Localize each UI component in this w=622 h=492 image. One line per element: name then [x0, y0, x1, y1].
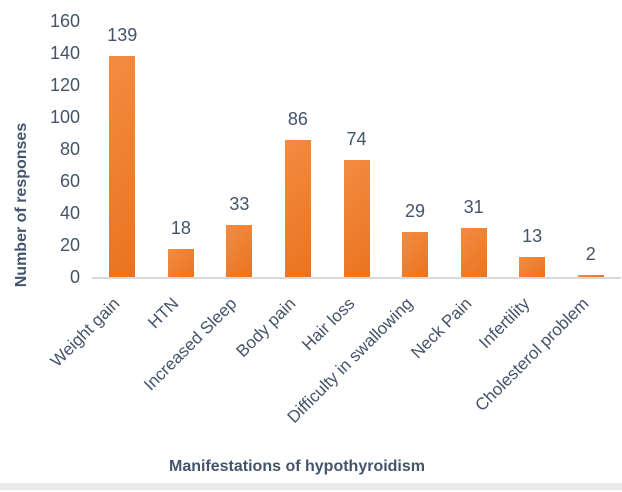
bar-value-label: 33 [229, 194, 250, 215]
bar-value-label: 31 [463, 197, 484, 218]
bar [167, 249, 194, 278]
bar-value-label: 18 [170, 218, 191, 239]
bar [402, 231, 429, 278]
bar [519, 257, 546, 278]
y-tick-label: 120 [49, 75, 80, 95]
bar-value-label: 74 [346, 128, 367, 149]
y-tick-label: 60 [59, 171, 80, 191]
y-tick-label: 20 [59, 235, 80, 255]
bar-value-label: 2 [585, 243, 596, 264]
bar-value-label: 13 [522, 226, 543, 247]
bar-value-label: 29 [405, 200, 426, 221]
y-tick-label: 100 [49, 107, 80, 127]
y-tick-label: 160 [49, 11, 80, 31]
y-tick-label: 140 [49, 43, 80, 63]
bar-value-label: 139 [107, 24, 138, 45]
bar [226, 225, 253, 278]
y-tick-label: 0 [69, 267, 80, 287]
bar [284, 140, 311, 278]
bar-value-label: 86 [287, 109, 308, 130]
x-axis-title: Manifestations of hypothyroidism [168, 458, 425, 475]
y-axis-title: Number of responses [13, 122, 30, 288]
bar [460, 228, 487, 278]
y-tick-label: 40 [59, 203, 80, 223]
bar [577, 274, 604, 278]
footer-strip [0, 483, 622, 490]
bar [343, 159, 370, 278]
x-axis-line [92, 277, 621, 279]
y-tick-label: 80 [59, 139, 80, 159]
bar [109, 55, 136, 278]
